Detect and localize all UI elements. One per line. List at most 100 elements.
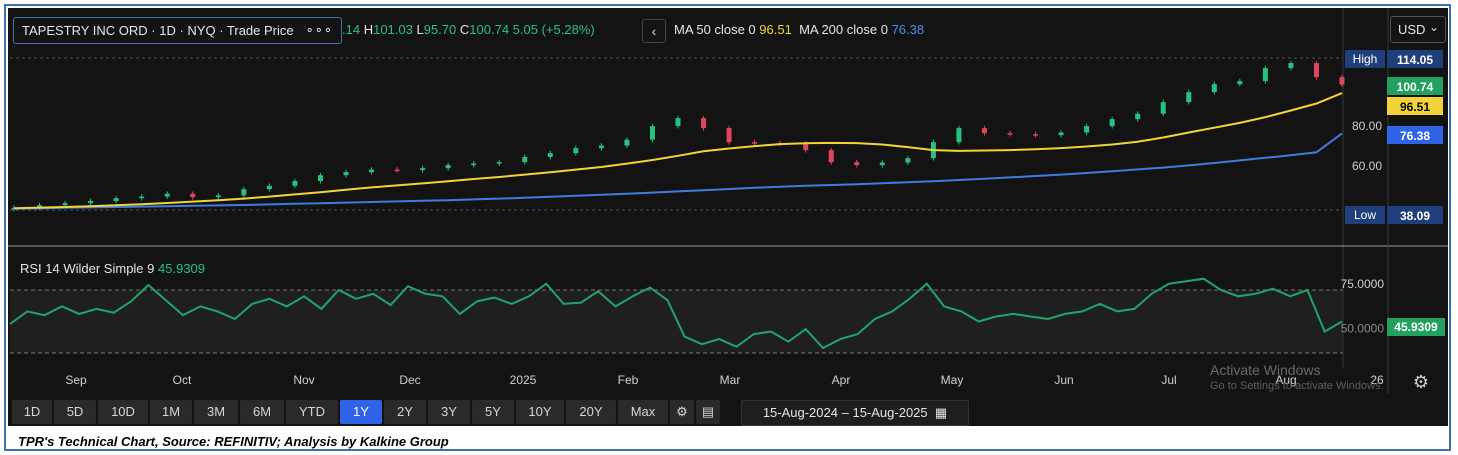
period-button-10d[interactable]: 10D — [98, 400, 148, 424]
period-button-1d[interactable]: 1D — [12, 400, 52, 424]
rsi-value-badge-label: 45.9309 — [1394, 320, 1438, 334]
price-badge — [1387, 50, 1443, 68]
rsi-tick-label: 75.0000 — [1341, 277, 1385, 291]
candle-body — [1237, 81, 1243, 85]
candle-body — [164, 193, 170, 197]
figure-frame: 60.00 80.00 High 114.05 100.74 96.51 76.38 Low 3… — [4, 4, 1451, 451]
more-options-icon[interactable]: ∘∘∘ — [305, 22, 333, 37]
candle-body — [88, 200, 94, 204]
candle-body — [292, 180, 298, 186]
candle-body — [905, 158, 911, 163]
date-range-picker[interactable]: 15-Aug-2024 – 15-Aug-2025 ▦ — [741, 400, 969, 426]
candle-body — [37, 205, 43, 208]
price-badge — [1387, 206, 1443, 224]
close-value: 100.74 — [469, 22, 510, 37]
instrument-title: TAPESTRY INC ORD · 1D · NYQ · Trade Pric… — [22, 23, 294, 38]
period-button-20y[interactable]: 20Y — [566, 400, 616, 424]
instrument-selector[interactable]: TAPESTRY INC ORD · 1D · NYQ · Trade Pric… — [13, 17, 342, 44]
candle-body — [701, 118, 707, 129]
ma-legend: MA 50 close 0 96.51 MA 200 close 0 76.38 — [674, 22, 924, 37]
period-button-3m[interactable]: 3M — [194, 400, 238, 424]
candle-body — [113, 198, 119, 201]
rsi-value-badge — [1387, 318, 1445, 336]
badge-tag — [1345, 50, 1385, 68]
candle-body — [547, 153, 553, 157]
chart-panel: 60.00 80.00 High 114.05 100.74 96.51 76.38 Low 3… — [8, 8, 1448, 426]
candle-body — [1007, 133, 1013, 135]
candle-body — [1288, 63, 1294, 69]
ohlc-readout: .14 H101.03 L95.70 C100.74 5.05 (+5.28%) — [342, 22, 595, 37]
candle-body — [343, 172, 349, 176]
price-badge-value: 114.05 — [1397, 53, 1433, 67]
high-value: 101.03 — [373, 22, 413, 37]
low-label: L — [416, 22, 424, 37]
candle-body — [215, 195, 221, 198]
currency-dropdown[interactable]: USD ⌄ — [1390, 16, 1446, 43]
candle-body — [1186, 92, 1192, 103]
x-tick-label: Aug — [1275, 373, 1296, 387]
period-button-2y[interactable]: 2Y — [384, 400, 426, 424]
rsi-label: RSI 14 Wilder Simple 9 — [20, 261, 155, 276]
candle-body — [445, 165, 451, 169]
collapse-legend-button[interactable]: ‹ — [642, 19, 666, 43]
ma50-line — [13, 92, 1343, 210]
activate-windows-title: Activate Windows — [1210, 362, 1321, 378]
candle-body — [1058, 132, 1064, 136]
period-button-ytd[interactable]: YTD — [286, 400, 338, 424]
chart-settings-gear-icon[interactable]: ⚙ — [670, 400, 694, 424]
change-value: 5.05 (+5.28%) — [512, 22, 595, 37]
period-button-max[interactable]: Max — [618, 400, 668, 424]
period-button-5d[interactable]: 5D — [54, 400, 96, 424]
candle-body — [752, 142, 758, 144]
gear-icon[interactable]: ⚙ — [1412, 372, 1430, 392]
candle-body — [624, 139, 630, 146]
candle-body — [1313, 63, 1319, 78]
x-tick-label: Nov — [293, 373, 314, 387]
period-button-10y[interactable]: 10Y — [516, 400, 564, 424]
date-separator: – — [841, 405, 849, 420]
x-tick-label: Jun — [1054, 373, 1073, 387]
candle-body — [1339, 77, 1345, 85]
period-button-3y[interactable]: 3Y — [428, 400, 470, 424]
candle-body — [828, 150, 834, 163]
period-selector: 1D 5D 10D 1M 3M 6M YTD 1Y 2Y 3Y 5Y 10Y 20Y Max ⚙ ▤ — [12, 400, 720, 424]
x-tick-label: 2025 — [510, 373, 537, 387]
period-button-1y[interactable]: 1Y — [340, 400, 382, 424]
close-label: C — [459, 22, 470, 37]
figure-caption: TPR's Technical Chart, Source: REFINITIV… — [18, 434, 449, 449]
candle-body — [803, 143, 809, 151]
ma200-line — [13, 132, 1343, 210]
candle-body — [1262, 68, 1268, 82]
period-button-6m[interactable]: 6M — [240, 400, 284, 424]
x-tick-label: Dec — [399, 373, 420, 387]
candle-body — [981, 128, 987, 134]
activate-windows-subtitle: Go to Settings to activate Windows. — [1210, 380, 1384, 392]
chevron-down-icon: ⌄ — [1428, 20, 1439, 34]
period-button-5y[interactable]: 5Y — [472, 400, 514, 424]
x-tick-label: May — [941, 373, 964, 387]
candle-body — [598, 145, 604, 149]
candle-body — [190, 193, 196, 198]
candle-body — [420, 168, 426, 171]
candle-body — [1033, 134, 1039, 136]
chart-canvas: 60.00 80.00 High 114.05 100.74 96.51 76.38 Low 3… — [8, 8, 1448, 394]
x-tick-label: Feb — [618, 373, 639, 387]
period-button-1m[interactable]: 1M — [150, 400, 192, 424]
high-label: H — [363, 22, 374, 37]
candle-body — [522, 156, 528, 163]
candle-body — [139, 196, 145, 199]
layout-icon[interactable]: ▤ — [696, 400, 720, 424]
ma50-value: 96.51 — [759, 22, 792, 37]
calendar-icon[interactable]: ▦ — [931, 405, 948, 420]
candle-body — [241, 189, 247, 196]
price-badge — [1387, 97, 1443, 115]
price-badge-value: 96.51 — [1400, 100, 1430, 114]
x-tick-label: Oct — [173, 373, 192, 387]
ma200-label: MA 200 close 0 — [799, 22, 888, 37]
rsi-legend: RSI 14 Wilder Simple 9 45.9309 — [20, 261, 205, 276]
low-value: 95.70 — [423, 22, 457, 37]
candle-body — [317, 175, 323, 181]
candle-body — [1211, 84, 1217, 93]
candle-body — [879, 162, 885, 166]
ma200-value: 76.38 — [891, 22, 925, 37]
